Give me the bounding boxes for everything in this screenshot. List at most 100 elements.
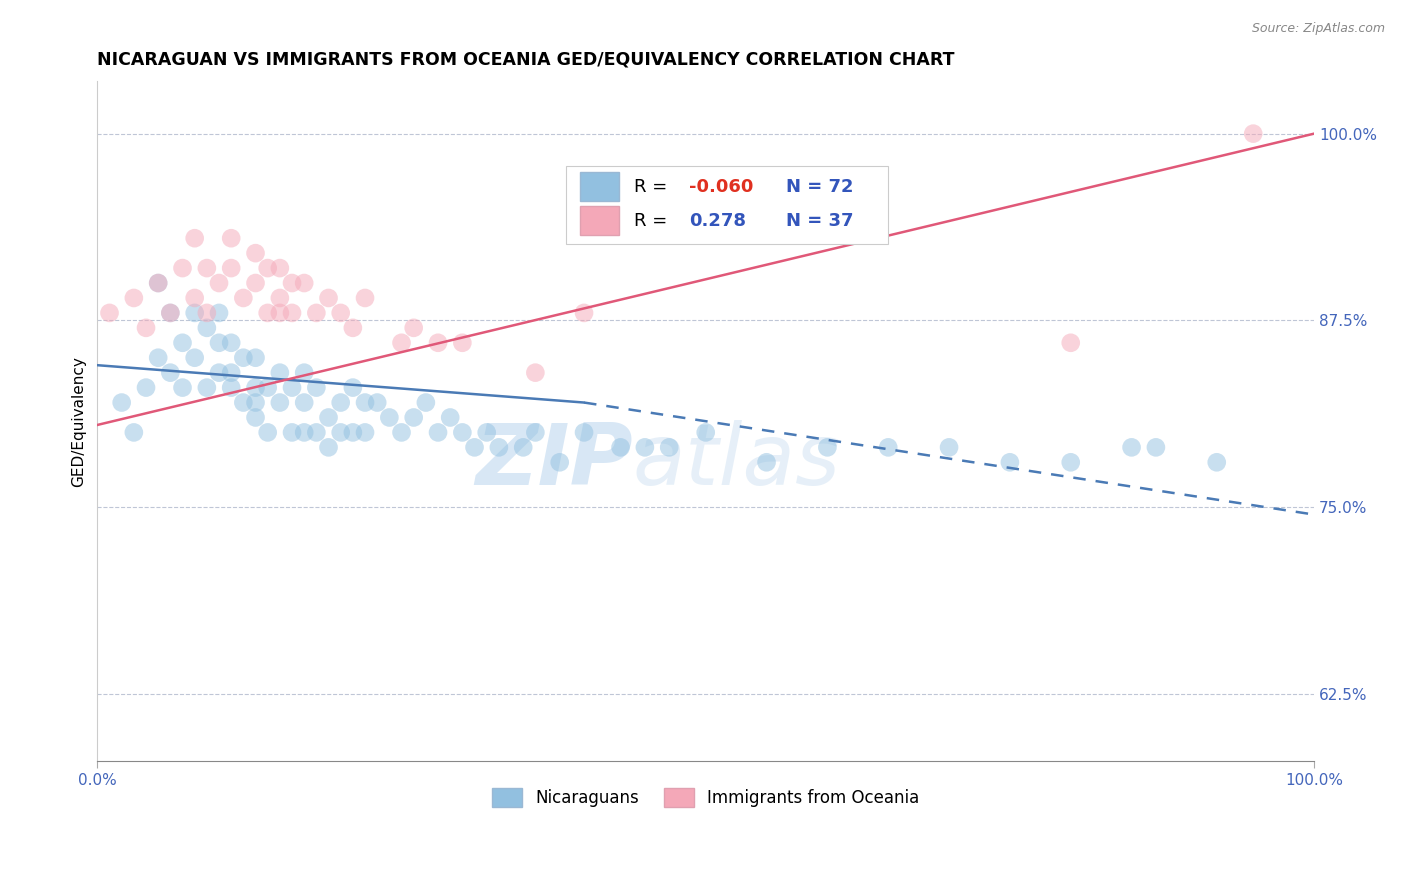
Point	[269, 291, 291, 305]
Point	[318, 441, 340, 455]
Point	[172, 335, 194, 350]
Point	[548, 455, 571, 469]
Point	[305, 381, 328, 395]
Point	[269, 366, 291, 380]
Point	[122, 291, 145, 305]
Point	[877, 441, 900, 455]
Point	[281, 425, 304, 440]
Point	[172, 261, 194, 276]
Point	[232, 291, 254, 305]
Point	[245, 381, 267, 395]
FancyBboxPatch shape	[581, 172, 619, 201]
Point	[122, 425, 145, 440]
Point	[159, 306, 181, 320]
Point	[195, 381, 218, 395]
Point	[354, 425, 377, 440]
Point	[342, 321, 364, 335]
Point	[232, 395, 254, 409]
Point	[219, 231, 242, 245]
Point	[524, 425, 547, 440]
Point	[354, 395, 377, 409]
Point	[269, 261, 291, 276]
Y-axis label: GED/Equivalency: GED/Equivalency	[72, 356, 86, 487]
Point	[219, 335, 242, 350]
Point	[402, 321, 425, 335]
Point	[159, 366, 181, 380]
Point	[208, 306, 231, 320]
Point	[305, 425, 328, 440]
Point	[256, 381, 278, 395]
Point	[318, 410, 340, 425]
Point	[402, 410, 425, 425]
Point	[292, 276, 315, 290]
Point	[391, 335, 413, 350]
Point	[208, 276, 231, 290]
Point	[329, 425, 352, 440]
Point	[148, 276, 170, 290]
Point	[391, 425, 413, 440]
Point	[318, 291, 340, 305]
FancyBboxPatch shape	[565, 166, 889, 244]
Point	[219, 261, 242, 276]
Point	[208, 366, 231, 380]
Text: -0.060: -0.060	[689, 178, 754, 195]
Text: NICARAGUAN VS IMMIGRANTS FROM OCEANIA GED/EQUIVALENCY CORRELATION CHART: NICARAGUAN VS IMMIGRANTS FROM OCEANIA GE…	[97, 51, 955, 69]
Point	[815, 441, 838, 455]
Text: R =: R =	[634, 178, 673, 195]
Point	[256, 306, 278, 320]
Point	[1060, 335, 1083, 350]
Point	[256, 261, 278, 276]
Point	[464, 441, 486, 455]
Point	[378, 410, 401, 425]
Point	[111, 395, 134, 409]
Legend: Nicaraguans, Immigrants from Oceania: Nicaraguans, Immigrants from Oceania	[485, 781, 927, 814]
Point	[219, 366, 242, 380]
Point	[354, 291, 377, 305]
Point	[245, 276, 267, 290]
Point	[281, 276, 304, 290]
Point	[159, 306, 181, 320]
Point	[256, 425, 278, 440]
Point	[195, 261, 218, 276]
Point	[183, 291, 205, 305]
Text: ZIP: ZIP	[475, 420, 633, 503]
Point	[292, 395, 315, 409]
Text: 0.278: 0.278	[689, 211, 745, 230]
Point	[329, 306, 352, 320]
Point	[427, 425, 450, 440]
Text: N = 37: N = 37	[786, 211, 853, 230]
Point	[281, 306, 304, 320]
Point	[427, 335, 450, 350]
Point	[183, 306, 205, 320]
Point	[195, 321, 218, 335]
Point	[148, 351, 170, 365]
Point	[135, 381, 157, 395]
Point	[439, 410, 461, 425]
Point	[281, 381, 304, 395]
Point	[183, 351, 205, 365]
Point	[329, 395, 352, 409]
Point	[183, 231, 205, 245]
Point	[1060, 455, 1083, 469]
Point	[415, 395, 437, 409]
Point	[292, 366, 315, 380]
Point	[572, 306, 595, 320]
Point	[634, 441, 657, 455]
Point	[938, 441, 960, 455]
Point	[148, 276, 170, 290]
Point	[1121, 441, 1143, 455]
Text: Source: ZipAtlas.com: Source: ZipAtlas.com	[1251, 22, 1385, 36]
Point	[658, 441, 681, 455]
Point	[524, 366, 547, 380]
Point	[195, 306, 218, 320]
Point	[609, 441, 631, 455]
Text: atlas: atlas	[633, 420, 841, 503]
Point	[572, 425, 595, 440]
Point	[245, 395, 267, 409]
Point	[292, 425, 315, 440]
Point	[208, 335, 231, 350]
Point	[1144, 441, 1167, 455]
Point	[998, 455, 1021, 469]
Point	[172, 381, 194, 395]
Text: R =: R =	[634, 211, 673, 230]
